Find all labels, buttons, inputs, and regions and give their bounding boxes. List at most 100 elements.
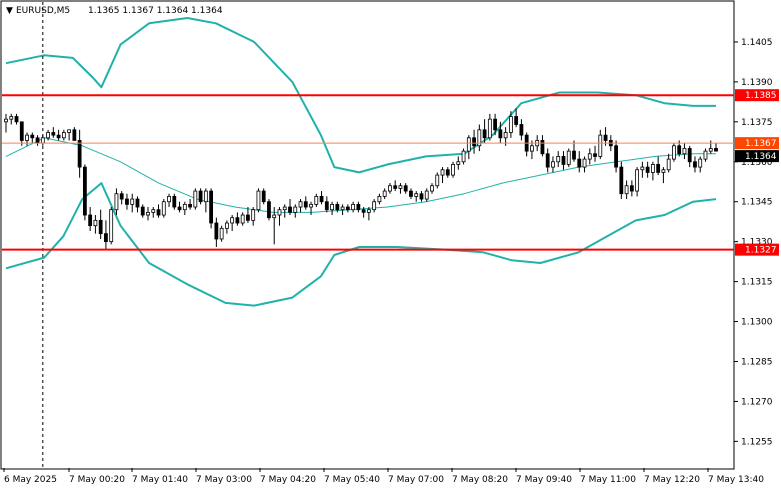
y-tick-label: 1.1300 bbox=[741, 318, 773, 328]
candle-body bbox=[398, 185, 403, 189]
x-tick-label: 7 May 01:40 bbox=[132, 475, 188, 485]
candle bbox=[272, 207, 277, 245]
candle-body bbox=[366, 209, 371, 213]
candle bbox=[409, 188, 413, 200]
candle bbox=[51, 127, 56, 138]
candle bbox=[330, 201, 334, 216]
candle bbox=[303, 196, 308, 210]
candle bbox=[703, 148, 708, 162]
candle-body bbox=[345, 206, 350, 211]
candle-body bbox=[503, 132, 508, 139]
candle-body bbox=[414, 193, 419, 197]
candle-body bbox=[645, 166, 650, 173]
candle-body bbox=[182, 203, 187, 211]
candle-body bbox=[335, 203, 340, 211]
candle bbox=[19, 121, 24, 146]
candle bbox=[177, 201, 182, 213]
candle bbox=[135, 196, 140, 213]
candle bbox=[661, 167, 666, 184]
level-price-tag-bg bbox=[735, 89, 779, 102]
candle-body bbox=[403, 185, 408, 192]
candle-body bbox=[561, 156, 566, 165]
candle bbox=[56, 129, 61, 141]
candle-body bbox=[587, 153, 592, 160]
candle-body bbox=[98, 219, 103, 235]
candle bbox=[161, 199, 166, 218]
candle-body bbox=[267, 201, 271, 219]
candle-body bbox=[498, 129, 503, 139]
candle bbox=[377, 193, 382, 205]
candle bbox=[551, 156, 555, 173]
candle bbox=[114, 188, 119, 216]
candle-body bbox=[351, 203, 356, 211]
candle bbox=[477, 124, 482, 152]
candle-body bbox=[240, 214, 245, 224]
time-axis[interactable]: 6 May 2025 7 May 00:20 7 May 01:40 7 May 03… bbox=[3, 468, 764, 485]
candle bbox=[714, 143, 718, 152]
candle bbox=[167, 193, 171, 208]
candle bbox=[345, 204, 350, 213]
x-tick-label: 7 May 12:20 bbox=[644, 475, 700, 485]
candle bbox=[435, 172, 440, 189]
y-tick-label: 1.1345 bbox=[741, 198, 773, 208]
candle-body bbox=[30, 134, 35, 139]
candle-body bbox=[661, 169, 666, 173]
candle-body bbox=[582, 158, 587, 168]
candle bbox=[224, 220, 229, 234]
candle-body bbox=[119, 193, 124, 200]
header-triangle-icon[interactable]: ▼ bbox=[6, 6, 13, 16]
candle bbox=[361, 207, 366, 218]
candle bbox=[508, 111, 513, 138]
price-axis[interactable]: 1.14051.13901.13751.13601.13451.13301.13… bbox=[734, 38, 779, 447]
candle bbox=[572, 140, 576, 162]
candle-body bbox=[551, 161, 555, 168]
candle-body bbox=[314, 195, 319, 205]
ask-price-tag: 1.1367 bbox=[745, 139, 777, 149]
candle-body bbox=[172, 195, 177, 208]
candle bbox=[119, 191, 124, 205]
candle-body bbox=[466, 137, 471, 152]
candle bbox=[140, 204, 145, 218]
candle bbox=[456, 156, 461, 170]
candle bbox=[403, 183, 408, 194]
candle bbox=[619, 161, 624, 200]
candle bbox=[356, 201, 361, 213]
candle-body bbox=[209, 190, 214, 224]
candle bbox=[72, 127, 77, 141]
candle bbox=[519, 119, 524, 141]
candle bbox=[298, 199, 303, 213]
candle-body bbox=[393, 185, 398, 189]
candle-body bbox=[566, 150, 571, 165]
candle bbox=[440, 167, 445, 184]
candle-body bbox=[77, 140, 82, 168]
candle bbox=[104, 220, 108, 250]
candle-body bbox=[14, 116, 19, 123]
candle bbox=[314, 193, 319, 208]
candle bbox=[67, 129, 72, 141]
candle-body bbox=[593, 153, 597, 157]
candle-body bbox=[451, 164, 455, 176]
candle-body bbox=[514, 116, 519, 125]
candle bbox=[366, 207, 371, 221]
candle-body bbox=[714, 148, 718, 152]
candle-body bbox=[277, 209, 282, 216]
candle-body bbox=[419, 193, 424, 200]
candle bbox=[151, 207, 156, 218]
candle bbox=[309, 201, 313, 216]
candle bbox=[293, 204, 298, 218]
candle-body bbox=[288, 206, 292, 213]
candle bbox=[172, 193, 177, 210]
candle-body bbox=[309, 203, 313, 208]
candles bbox=[4, 108, 718, 250]
candle bbox=[4, 113, 8, 133]
candle bbox=[598, 129, 603, 160]
candle bbox=[398, 183, 403, 194]
candle-body bbox=[230, 217, 235, 224]
candle bbox=[130, 193, 135, 213]
x-tick-label: 7 May 04:20 bbox=[260, 475, 316, 485]
candle bbox=[461, 148, 466, 165]
candle bbox=[9, 113, 14, 125]
candle-body bbox=[635, 169, 640, 192]
